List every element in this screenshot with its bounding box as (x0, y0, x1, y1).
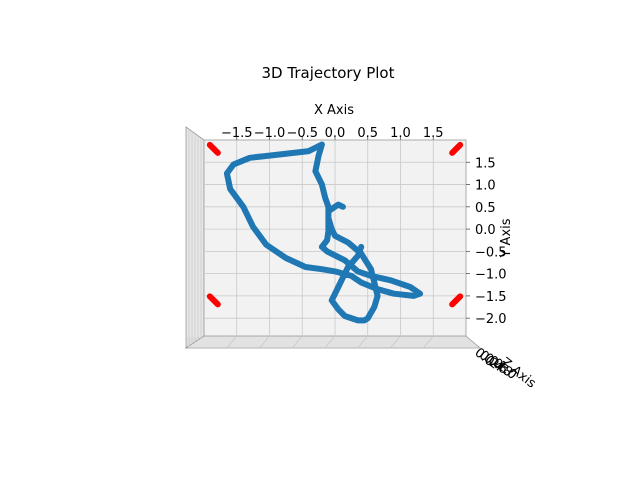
chart-title: 3D Trajectory Plot (262, 64, 395, 82)
y-axis-ticks: 1.5 1.0 0.5 0.0 −0.5 −1.0 −1.5 −2.0 (466, 156, 507, 327)
y-tick-label: −0.5 (475, 245, 507, 260)
trajectory-line-0 (223, 141, 424, 324)
x-tick-label: 1.0 (390, 126, 411, 141)
side-wall-grid (186, 129, 478, 349)
y-tick-label: 0.5 (475, 201, 496, 216)
x-tick-label: −1.5 (221, 126, 253, 141)
marker-point-0 (206, 141, 221, 156)
x-axis-label: X Axis (314, 103, 354, 118)
y-axis-label: Y Axis (499, 218, 514, 258)
marker-point-2 (206, 293, 221, 308)
marker-layer (206, 141, 464, 308)
marker-point-1 (449, 141, 464, 156)
x-tick-label: 0.5 (357, 126, 378, 141)
trajectory-layer (223, 141, 424, 324)
y-tick-label: −1.0 (475, 268, 507, 283)
x-tick-label: 0.0 (325, 126, 346, 141)
y-tick-label: −1.5 (475, 290, 507, 305)
x-axis-ticks: −1.5 −1.0 −0.5 0.0 0.5 1.0 1.5 (221, 126, 444, 141)
y-tick-label: 0.0 (475, 223, 496, 238)
x-tick-label: −0.5 (286, 126, 318, 141)
marker-point-3 (449, 293, 464, 308)
y-tick-label: 1.0 (475, 179, 496, 194)
y-tick-label: 1.5 (475, 156, 496, 171)
x-tick-label: 1.5 (423, 126, 444, 141)
x-tick-label: −1.0 (254, 126, 286, 141)
y-tick-label: −2.0 (475, 312, 507, 327)
